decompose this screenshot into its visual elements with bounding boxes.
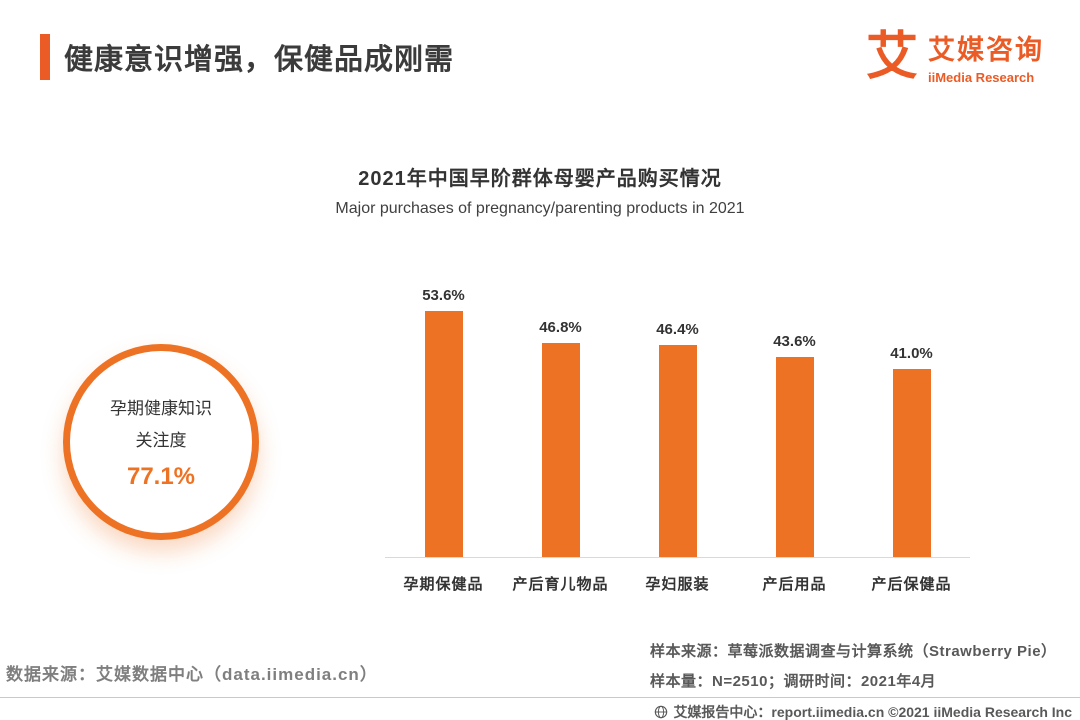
bar-category-label: 产后保健品 (871, 576, 952, 593)
highlight-circle: 孕期健康知识 关注度 77.1% (63, 344, 259, 540)
bar-column: 43.6% 产后用品 (736, 333, 853, 594)
bar-column: 46.8% 产后育儿物品 (502, 319, 619, 594)
bar-category-label: 孕期保健品 (403, 576, 484, 593)
footer-divider (0, 697, 1080, 698)
bar-value-label: 46.8% (539, 319, 582, 336)
bar-column: 41.0% 产后保健品 (853, 345, 970, 594)
footer-report-text: 艾媒报告中心：report.iimedia.cn ©2021 iiMedia R… (673, 704, 1072, 720)
bar (658, 345, 697, 558)
bar-category-label: 产后育儿物品 (512, 576, 609, 593)
bar-value-label: 46.4% (656, 321, 699, 338)
chart-title: 2021年中国早阶群体母婴产品购买情况 (358, 168, 722, 190)
logo-brand-en: iiMedia Research (928, 70, 1035, 85)
bar-column: 53.6% 孕期保健品 (385, 287, 502, 594)
bar-column: 46.4% 孕妇服装 (619, 321, 736, 594)
data-source-text: 数据来源：艾媒数据中心（data.iimedia.cn） (6, 665, 378, 684)
bar-chart: 53.6% 孕期保健品 46.8% 产后育儿物品 46.4% 孕妇服装 43.6% 产后用品 4… (385, 286, 970, 594)
globe-icon (655, 705, 668, 719)
sample-info-block: 样本来源：草莓派数据调查与计算系统（Strawberry Pie） 样本量：N=… (650, 637, 1057, 697)
x-axis-baseline (385, 557, 970, 558)
bar-category-label: 孕妇服装 (645, 576, 710, 593)
iimedia-logo: 艾 艾媒咨询 iiMedia Research (865, 27, 1044, 86)
bar (424, 311, 463, 558)
highlight-line1: 孕期健康知识 (110, 399, 212, 418)
page-header: 健康意识增强，保健品成刚需 (40, 34, 454, 80)
bar-category-label: 产后用品 (762, 576, 827, 593)
sample-source-text: 样本来源：草莓派数据调查与计算系统（Strawberry Pie） (650, 643, 1057, 660)
bar (892, 369, 931, 558)
iimedia-logo-icon: 艾 (865, 27, 918, 86)
page-title: 健康意识增强，保健品成刚需 (64, 44, 455, 76)
chart-subtitle: Major purchases of pregnancy/parenting p… (335, 200, 745, 217)
bar (775, 357, 814, 558)
bars-row: 53.6% 孕期保健品 46.8% 产后育儿物品 46.4% 孕妇服装 43.6% 产后用品 4… (385, 286, 970, 594)
highlight-line2: 关注度 (135, 431, 187, 450)
bar-value-label: 53.6% (422, 287, 465, 304)
highlight-value: 77.1% (126, 463, 196, 490)
sample-size-text: 样本量：N=2510；调研时间：2021年4月 (650, 673, 937, 690)
bar-value-label: 41.0% (890, 345, 933, 362)
footer-report-center: 艾媒报告中心：report.iimedia.cn ©2021 iiMedia R… (654, 702, 1072, 720)
logo-brand-cn: 艾媒咨询 (928, 35, 1044, 65)
bar (541, 343, 580, 558)
logo-text: 艾媒咨询 iiMedia Research (928, 28, 1044, 85)
bar-value-label: 43.6% (773, 333, 816, 350)
title-accent-bar (40, 34, 50, 80)
